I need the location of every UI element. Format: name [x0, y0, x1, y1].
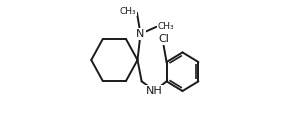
Text: CH₃: CH₃ [157, 22, 174, 31]
Text: NH: NH [146, 86, 163, 96]
Text: CH₃: CH₃ [120, 7, 136, 16]
Text: N: N [136, 29, 145, 39]
Text: Cl: Cl [158, 34, 169, 44]
